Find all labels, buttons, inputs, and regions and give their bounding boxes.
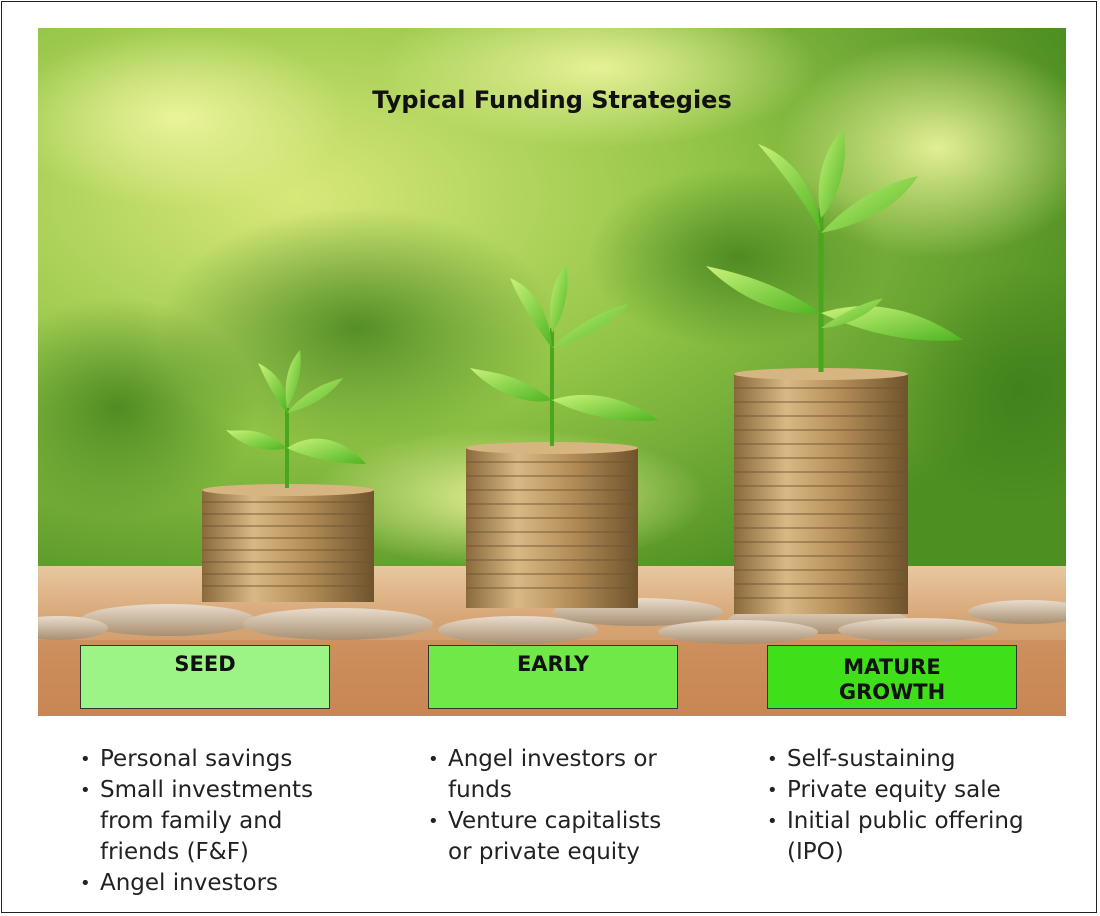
list-item: Angel investors [80,868,330,899]
list-item: Venture capitalists or private equity [428,806,678,868]
list-item: Small investments from family and friend… [80,775,330,868]
stage-label-seed: SEED [174,652,236,676]
mature-growth-bullet-list: Self-sustaining Private equity sale Init… [767,744,1027,868]
photo-illustration [38,28,1066,716]
figure-title: Typical Funding Strategies [372,86,732,114]
stage-label-early: EARLY [516,652,590,676]
stage-label-mature: MATURE [843,655,941,679]
coin-stack-seed [202,350,374,602]
coin-stack-mature-growth [706,128,963,614]
coin-stack-early [466,264,658,608]
stage-label-growth: GROWTH [838,680,946,704]
list-item: Self-sustaining [767,744,1027,775]
list-item: Personal savings [80,744,330,775]
list-item: Private equity sale [767,775,1027,806]
coin-stacks-photo: Typical Funding Strategies [38,28,1066,716]
early-bullet-list: Angel investors or funds Venture capital… [428,744,678,868]
list-item: Angel investors or funds [428,744,678,806]
stage-box-seed: SEED [80,645,330,709]
stage-box-mature-growth: MATURE GROWTH [767,645,1017,709]
stage-box-early: EARLY [428,645,678,709]
seed-bullet-list: Personal savings Small investments from … [80,744,330,899]
list-item: Initial public offering (IPO) [767,806,1027,868]
